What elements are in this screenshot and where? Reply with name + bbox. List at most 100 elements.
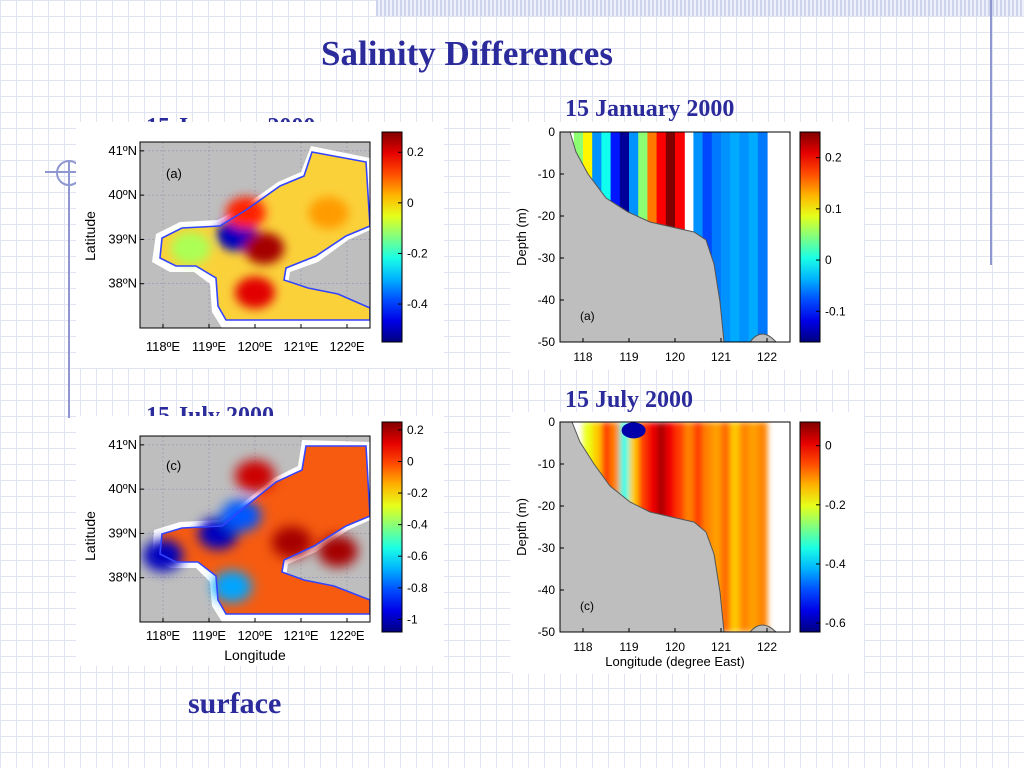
y-axis-label: Depth (m) (514, 498, 529, 556)
salinity-column (656, 422, 667, 527)
y-tick-label: 40ºN (108, 187, 137, 202)
colorbar-tick-label: 0.2 (407, 423, 424, 437)
x-tick-label: 118 (573, 350, 592, 364)
x-tick-label: 122 (757, 350, 777, 364)
y-axis-label: Latitude (82, 211, 98, 261)
colorbar-scale (381, 131, 403, 343)
salinity-column (665, 422, 676, 527)
y-tick-label: 40ºN (108, 481, 137, 496)
x-axis-label: Longitude (degree East) (605, 654, 744, 669)
colorbar-tick-label: 0 (407, 196, 414, 210)
salinity-feature (221, 499, 262, 532)
salinity-column (675, 422, 685, 527)
y-tick-label: 41ºN (108, 143, 137, 158)
x-tick-label: 118ºE (146, 339, 180, 354)
salinity-column (619, 422, 630, 527)
y-tick-label: -20 (538, 209, 556, 223)
salinity-column (675, 132, 685, 237)
salinity-feature (308, 196, 349, 229)
colorbar-tick-label: 0.2 (825, 151, 842, 165)
salinity-column (739, 132, 750, 342)
y-tick-label: -10 (538, 167, 556, 181)
salinity-column (638, 132, 648, 237)
salinity-column (739, 422, 750, 632)
salinity-column (629, 132, 639, 237)
colorbar-tick-label: 0 (407, 454, 414, 468)
x-tick-label: 120ºE (237, 339, 272, 354)
y-tick-label: -30 (538, 251, 556, 265)
x-tick-label: 118 (573, 640, 592, 654)
salinity-column (638, 422, 648, 527)
x-ticks: 118 119 120 121 122 (573, 628, 777, 654)
salinity-column (629, 422, 639, 527)
y-tick-label: 39ºN (108, 231, 137, 246)
colorbar-tick-label: 0 (825, 439, 832, 453)
x-tick-label: 121 (711, 640, 731, 654)
colorbar-tick-label: -0.2 (407, 486, 428, 500)
x-tick-label: 119 (619, 350, 638, 364)
colorbar-tick-label: -0.4 (407, 518, 428, 532)
y-tick-label: 39ºN (108, 525, 137, 540)
y-axis-label: Latitude (82, 511, 98, 561)
x-tick-label: 119ºE (192, 628, 226, 643)
map-frame (139, 435, 371, 623)
y-tick-label: -20 (538, 499, 556, 513)
x-tick-label: 122 (757, 640, 777, 654)
x-tick-label: 120ºE (237, 628, 272, 643)
salinity-column (610, 132, 621, 237)
colorbar-tick-label: -0.1 (825, 304, 846, 318)
x-axis-label: Longitude (224, 647, 286, 663)
salinity-column (730, 132, 740, 342)
salinity-feature (212, 570, 252, 603)
panel-label: (a) (166, 166, 182, 181)
salinity-feature (235, 276, 275, 309)
colorbar-tick-label: -0.6 (407, 549, 428, 563)
colorbar-scale (381, 421, 403, 633)
salinity-column (757, 132, 768, 342)
x-ticks: 118 119 120 121 122 (573, 338, 777, 364)
salinity-features (170, 196, 349, 309)
seabed-bathymetry (560, 422, 725, 632)
y-tick-label: 38ºN (108, 570, 137, 585)
colorbar-tick-label: -0.4 (825, 557, 846, 571)
colorbar-tick-label: -1 (407, 612, 418, 626)
salinity-column (619, 132, 630, 237)
y-tick-label: -40 (538, 583, 556, 597)
x-tick-label: 120 (665, 640, 685, 654)
section-plot-january: (a) 118 119 120 121 122 0 -10 -20 -30 -40 -50 Dep… (510, 122, 864, 370)
salinity-column (647, 132, 658, 237)
salinity-column (592, 132, 602, 237)
salinity-feature (244, 232, 285, 265)
salinity-column (721, 132, 731, 342)
colorbar-tick-label: 0.2 (407, 145, 424, 159)
salinity-feature (170, 232, 211, 265)
y-ticks: 41ºN 40ºN 39ºN 38ºN (108, 143, 144, 291)
header-band (376, 0, 1024, 16)
y-tick-label: 41ºN (108, 437, 137, 452)
colorbar: 0.2 0 -0.2 -0.4 (381, 131, 428, 343)
colorbar: 0.2 0.1 0 -0.1 (799, 131, 846, 343)
y-ticks: 0 -10 -20 -30 -40 -50 (538, 125, 564, 349)
y-tick-label: -40 (538, 293, 556, 307)
salinity-column (748, 422, 759, 632)
salinity-column (610, 422, 621, 527)
seabed-bathymetry (560, 132, 725, 342)
colorbar: 0 -0.2 -0.4 -0.6 (799, 421, 846, 633)
y-tick-label: -30 (538, 541, 556, 555)
colorbar: 0.2 0 -0.2 -0.4 -0.6 -0.8 -1 (381, 421, 428, 633)
salinity-feature (271, 526, 312, 559)
salinity-column (757, 422, 768, 632)
salinity-column (656, 132, 667, 237)
colorbar-tick-label: -0.2 (407, 246, 428, 260)
y-tick-label: 0 (548, 125, 555, 139)
salinity-column (601, 422, 612, 527)
y-tick-label: 0 (548, 415, 555, 429)
salinity-column (601, 132, 612, 237)
salinity-column (665, 132, 676, 237)
surface-label: surface (188, 687, 282, 720)
date-label-section-jul: 15 July 2000 (565, 387, 694, 413)
x-tick-label: 118ºE (146, 628, 180, 643)
salinity-column (702, 132, 713, 342)
colorbar-scale (799, 421, 821, 633)
y-ticks: 0 -10 -20 -30 -40 -50 (538, 415, 564, 639)
